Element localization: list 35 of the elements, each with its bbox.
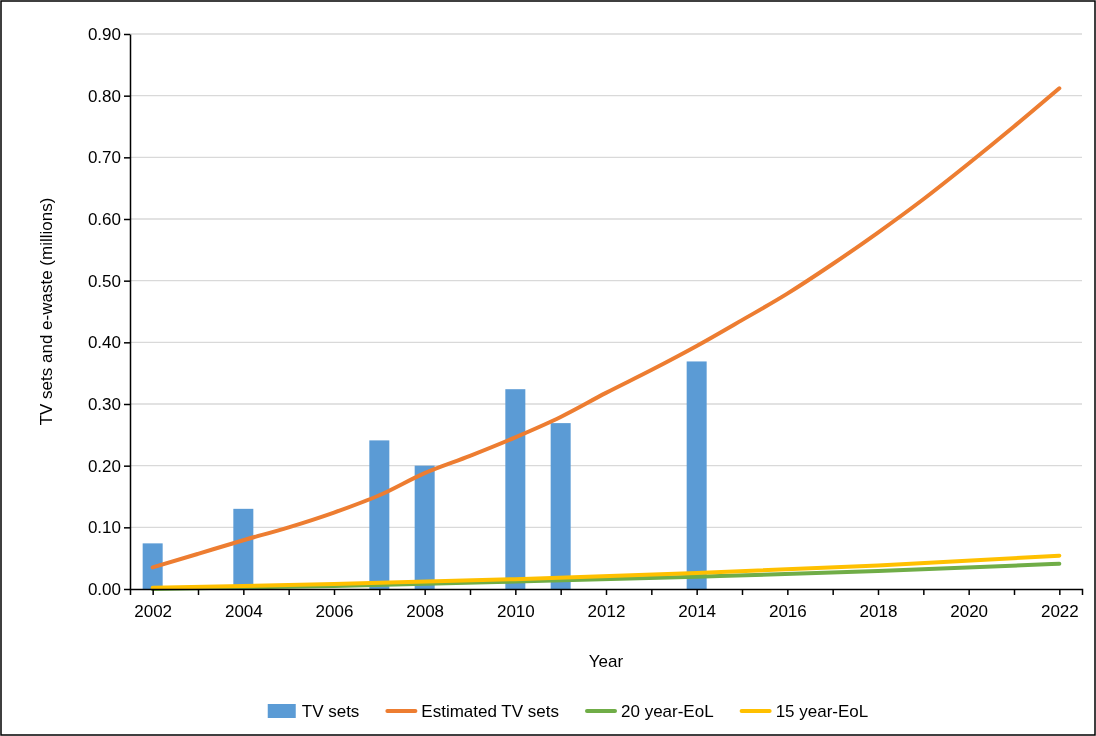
x-tick-label: 2002 xyxy=(134,601,173,621)
y-tick-label: 0.90 xyxy=(87,24,121,44)
y-tick-label: 0.70 xyxy=(87,148,121,168)
legend-label: Estimated TV sets xyxy=(421,702,560,721)
x-axis-title: Year xyxy=(588,652,624,671)
x-tick-label: 2016 xyxy=(768,601,807,621)
line-series xyxy=(150,553,1062,590)
x-tick-label: 2008 xyxy=(406,601,445,621)
bar xyxy=(369,440,390,589)
x-tick-label: 2020 xyxy=(950,601,989,621)
y-tick-label: 0.60 xyxy=(87,209,121,229)
x-tick-label: 2022 xyxy=(1040,601,1079,621)
x-tick-label: 2014 xyxy=(678,601,717,621)
y-tick-label: 0.00 xyxy=(87,579,121,599)
bar xyxy=(414,465,435,589)
y-axis-title: TV sets and e-waste (millions) xyxy=(37,197,56,426)
y-tick-label: 0.30 xyxy=(87,394,121,414)
bar xyxy=(142,543,163,589)
legend-label: TV sets xyxy=(301,702,360,721)
y-tick-label: 0.40 xyxy=(87,333,121,353)
y-tick-label: 0.50 xyxy=(87,271,121,291)
legend-label: 20 year-EoL xyxy=(621,702,714,721)
bar xyxy=(686,361,707,589)
y-tick-label: 0.20 xyxy=(87,456,121,476)
x-tick-label: 2004 xyxy=(224,601,263,621)
x-tick-label: 2018 xyxy=(859,601,898,621)
y-tick-label: 0.10 xyxy=(87,518,121,538)
x-tick-label: 2012 xyxy=(587,601,626,621)
bar xyxy=(505,389,526,589)
y-tick-label: 0.80 xyxy=(87,86,121,106)
legend-label: 15 year-EoL xyxy=(775,702,869,721)
line-series xyxy=(150,86,1062,570)
x-tick-label: 2010 xyxy=(496,601,535,621)
bar xyxy=(550,423,571,589)
x-tick-label: 2006 xyxy=(315,601,354,621)
